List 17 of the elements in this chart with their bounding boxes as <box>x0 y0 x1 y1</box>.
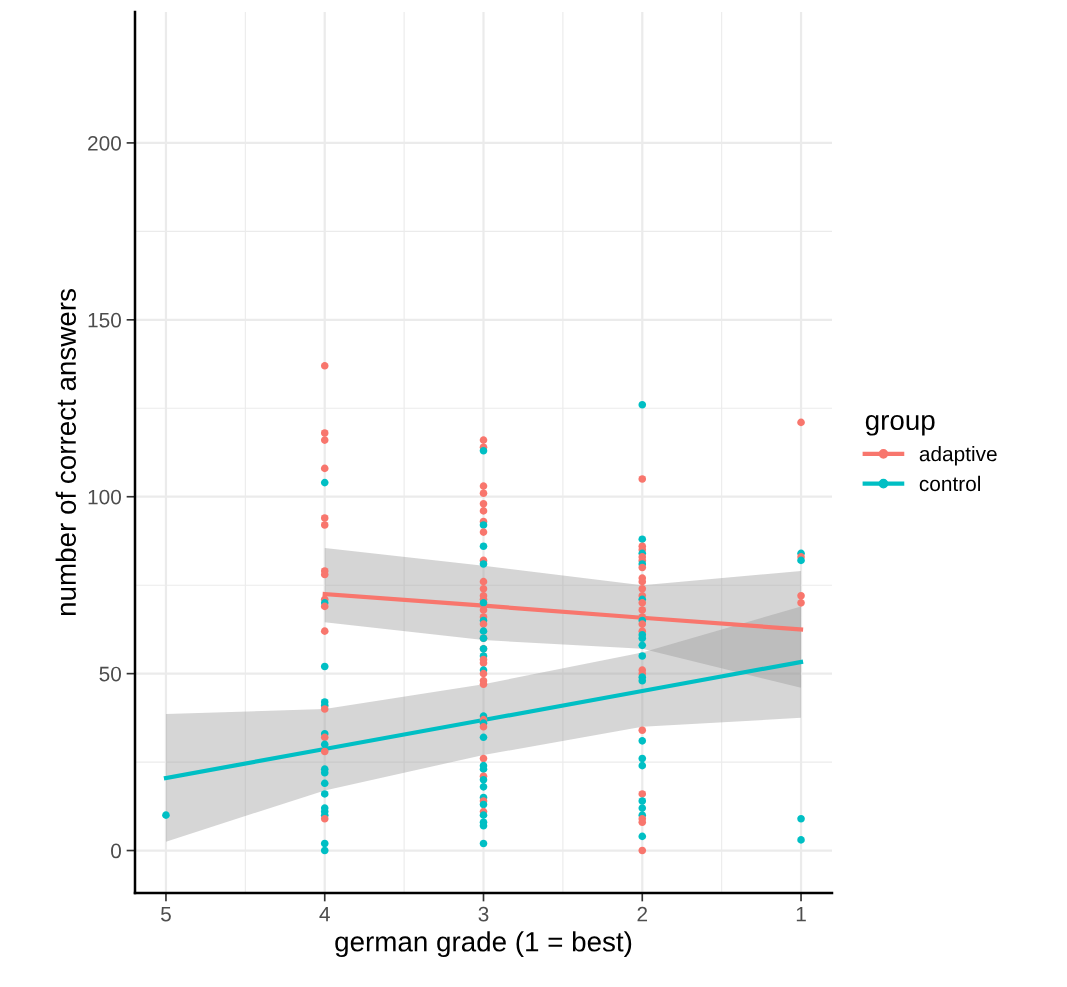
x-tick-label: 3 <box>478 906 489 922</box>
legend-label: control <box>919 475 980 492</box>
legend-label: adaptive <box>919 446 997 466</box>
y-tick-label: 0 <box>111 843 121 859</box>
x-tick-label: 2 <box>637 906 648 922</box>
x-axis-title: german grade (1 = best) <box>335 931 632 958</box>
legend-title: group <box>865 414 935 436</box>
x-tick-label: 4 <box>319 906 330 922</box>
line-series <box>322 591 804 632</box>
y-tick-label: 100 <box>88 489 121 505</box>
line-series <box>163 659 804 781</box>
y-tick-label: 150 <box>88 312 121 328</box>
x-tick-label: 5 <box>161 906 171 922</box>
y-tick-label: 200 <box>88 135 121 151</box>
x-tick-label: 1 <box>796 906 806 922</box>
y-axis-title: number of correct answers <box>55 289 76 616</box>
y-tick-label: 50 <box>99 666 121 682</box>
